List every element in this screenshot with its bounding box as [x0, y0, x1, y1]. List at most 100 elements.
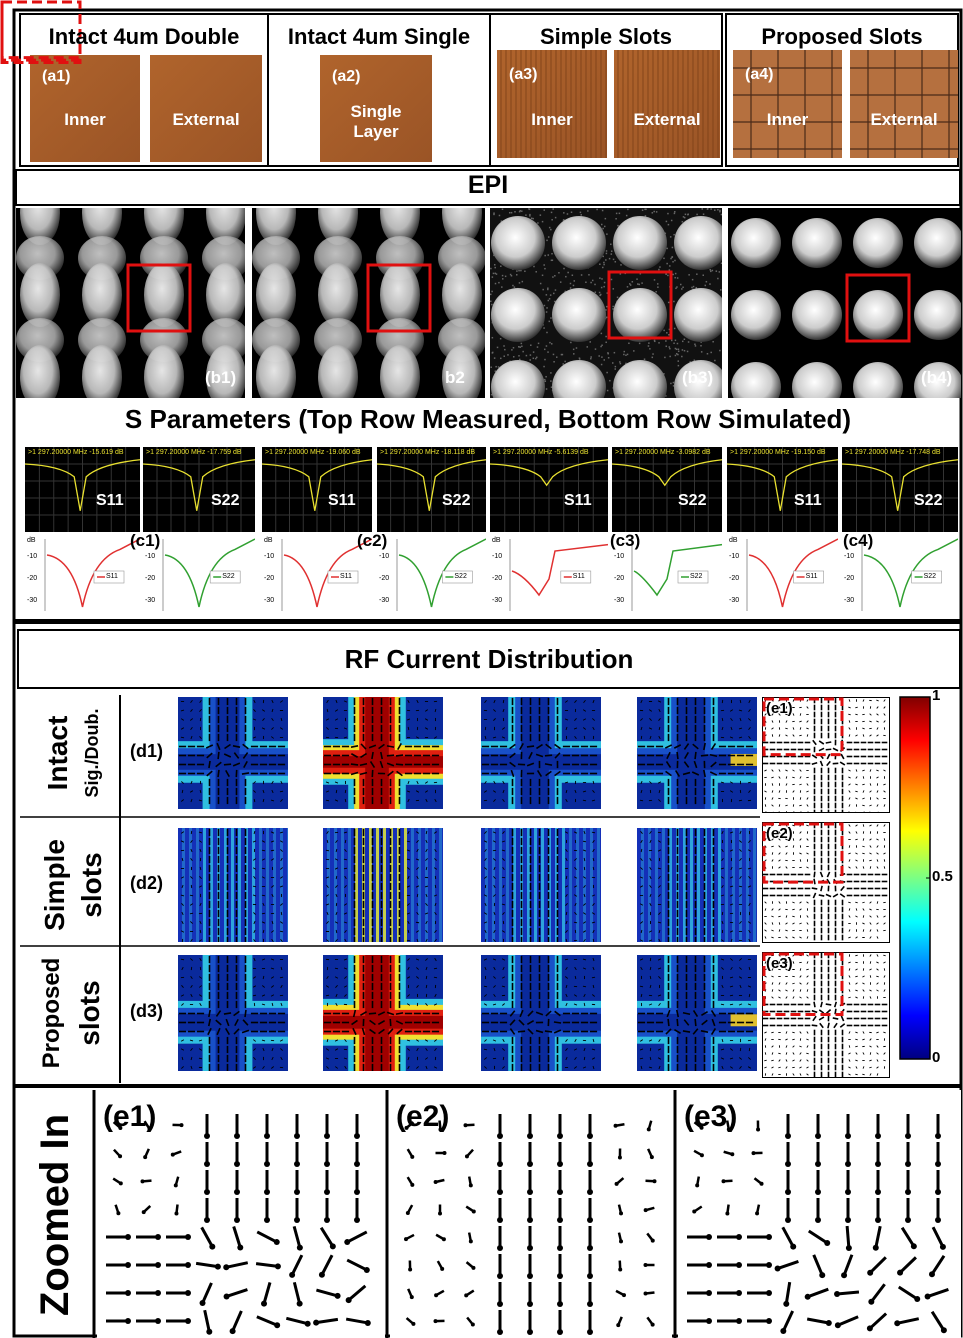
slot-current	[597, 828, 600, 942]
readout: >1 297.20000 MHz -19.060 dB	[265, 449, 361, 456]
arrow-head	[354, 1161, 360, 1167]
arrow-head	[365, 1320, 371, 1326]
epi-spot	[144, 263, 184, 327]
current-arrow	[253, 886, 256, 887]
axis-label: dB	[729, 537, 738, 544]
colorbar	[900, 697, 930, 1059]
current-arrow	[847, 1226, 849, 1248]
arrow-head	[116, 1211, 120, 1215]
noise	[611, 250, 613, 252]
arrow-head	[527, 1161, 533, 1167]
noise	[674, 277, 676, 279]
slot-current	[348, 828, 351, 942]
noise	[537, 346, 539, 348]
noise	[624, 351, 626, 353]
noise	[712, 270, 714, 272]
slot-current	[690, 828, 693, 942]
axis-tick: -20	[614, 575, 624, 582]
arrow-head	[527, 1133, 533, 1139]
current-arrow	[814, 1002, 815, 1008]
noise	[613, 259, 615, 261]
arrow-head	[442, 1151, 446, 1155]
axis-tick: -30	[614, 597, 624, 604]
current-arrow	[408, 727, 409, 730]
noise	[703, 213, 705, 215]
slot-current	[753, 828, 756, 942]
noise	[525, 214, 527, 216]
arrow-head	[174, 1183, 178, 1187]
current-arrow	[772, 783, 773, 785]
noise	[668, 224, 670, 226]
arrow-head	[155, 1234, 161, 1240]
arrow-head	[775, 1266, 781, 1272]
noise	[672, 256, 674, 258]
noise	[550, 317, 552, 319]
arrow-head	[344, 1239, 350, 1245]
noise	[519, 282, 521, 284]
noise	[592, 280, 594, 282]
noise	[595, 291, 597, 293]
noise	[521, 343, 523, 345]
noise	[684, 339, 686, 341]
slot-current	[334, 828, 337, 942]
epi-spot	[792, 290, 842, 340]
noise	[512, 285, 514, 287]
analyzer-screen	[727, 447, 838, 532]
noise	[504, 349, 506, 351]
hot-spot	[731, 1014, 757, 1026]
noise	[710, 208, 712, 210]
noise	[585, 281, 587, 283]
noise	[639, 284, 641, 286]
noise	[719, 350, 721, 352]
noise	[556, 356, 558, 358]
epi-label: b2	[445, 368, 465, 388]
slot-current	[669, 828, 672, 942]
panel-label: (a1)	[42, 68, 70, 86]
arrow-head	[815, 1217, 821, 1223]
noise	[543, 264, 545, 266]
arrow-head	[118, 1154, 122, 1158]
zoom-label: (e2)	[396, 1100, 449, 1134]
noise	[694, 344, 696, 346]
current-arrow	[883, 955, 885, 956]
arrow-head	[722, 1179, 726, 1183]
axis-tick: -10	[492, 553, 502, 560]
slot-current	[327, 828, 330, 942]
arrow-head	[155, 1262, 161, 1268]
noise	[636, 278, 638, 280]
arrow-head	[766, 1318, 772, 1324]
current-arrow	[224, 1013, 231, 1014]
current-arrow	[503, 1057, 504, 1060]
noise	[617, 297, 619, 299]
port-label: S11	[328, 492, 356, 510]
noise	[623, 354, 625, 356]
arrow-head	[234, 1189, 240, 1195]
arrow-head	[766, 1290, 772, 1296]
noise	[648, 345, 650, 347]
arrow-head	[438, 1212, 442, 1216]
axis-label: dB	[492, 537, 501, 544]
panel-title: Simple Slots	[490, 24, 722, 50]
noise	[678, 348, 680, 350]
noise	[669, 265, 671, 267]
arrow-head	[223, 1264, 229, 1270]
noise	[687, 351, 689, 353]
noise	[505, 276, 507, 278]
current-arrow	[748, 782, 751, 783]
noise	[665, 274, 667, 276]
arrow-head	[313, 1320, 319, 1326]
arrow-head	[587, 1133, 593, 1139]
noise	[540, 283, 542, 285]
arrow-head	[204, 1161, 210, 1167]
arrow-head	[756, 1127, 760, 1131]
noise	[530, 354, 532, 356]
slot-current	[238, 828, 241, 942]
arrow-head	[824, 1240, 830, 1246]
arrow-head	[706, 1290, 712, 1296]
current-arrow	[271, 850, 274, 851]
part-label: Single Layer	[320, 102, 432, 142]
simulated-plot	[262, 535, 372, 615]
current-arrow	[518, 1031, 525, 1032]
current-arrow	[503, 700, 504, 703]
noise	[603, 262, 605, 264]
